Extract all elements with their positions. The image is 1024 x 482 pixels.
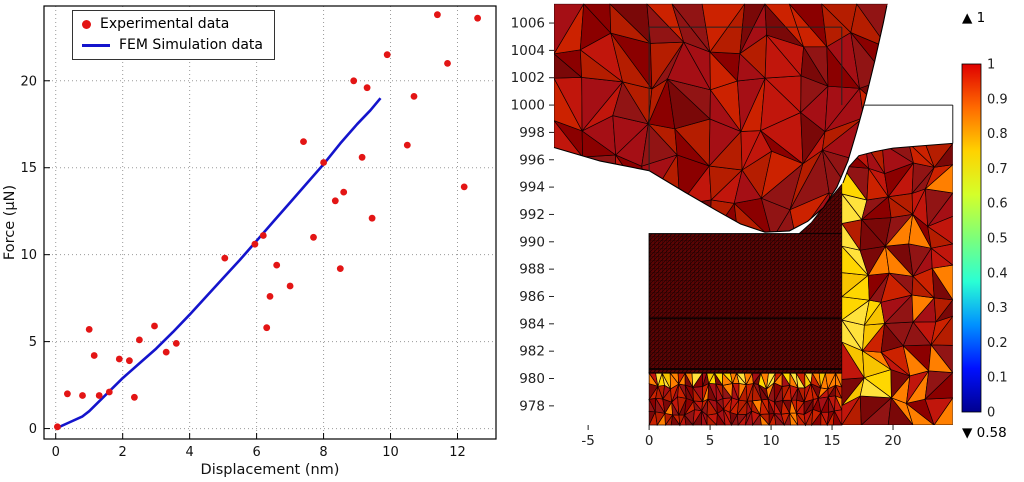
svg-text:1006: 1006 <box>511 16 545 32</box>
legend-item-fem: FEM Simulation data <box>82 37 263 53</box>
svg-text:10: 10 <box>762 433 779 449</box>
x-axis-label: Displacement (nm) <box>201 462 340 478</box>
svg-text:982: 982 <box>519 344 545 360</box>
legend: Experimental data FEM Simulation data <box>72 10 275 61</box>
svg-text:0.8: 0.8 <box>987 127 1008 142</box>
legend-label-fem: FEM Simulation data <box>119 37 263 54</box>
legend-label-experimental: Experimental data <box>100 16 230 32</box>
substrate-strip-mesh <box>648 371 843 427</box>
svg-text:994: 994 <box>519 180 545 196</box>
legend-item-experimental: Experimental data <box>82 16 263 32</box>
force-displacement-figure: 0 2 4 6 8 10 12 0 5 10 15 20 Displacement (nm) Force … <box>0 0 506 482</box>
colorbar <box>961 63 982 413</box>
svg-text:0.5: 0.5 <box>987 232 1008 247</box>
svg-text:0: 0 <box>645 433 654 449</box>
svg-text:15: 15 <box>823 433 840 449</box>
substrate-fine-mesh <box>648 233 843 374</box>
svg-text:0: 0 <box>987 406 995 421</box>
svg-text:5: 5 <box>706 433 715 449</box>
colorbar-ticks: 0 0.1 0.2 0.3 0.4 0.5 0.6 0.7 0.8 0.9 1 <box>987 58 1008 421</box>
geometry-outlines <box>553 5 954 233</box>
svg-text:10: 10 <box>382 445 399 460</box>
fem-mesh-plot: -5 0 5 10 15 20978980982984986988990992994996… <box>511 3 1008 449</box>
svg-text:0: 0 <box>29 422 37 437</box>
svg-text:978: 978 <box>519 398 545 414</box>
experimental-points <box>54 11 481 431</box>
svg-text:20: 20 <box>884 433 901 449</box>
plot-frame <box>43 5 497 440</box>
svg-text:996: 996 <box>519 152 545 168</box>
svg-text:0.3: 0.3 <box>987 301 1008 316</box>
svg-text:0.6: 0.6 <box>987 197 1008 212</box>
svg-text:990: 990 <box>519 234 545 250</box>
svg-text:8: 8 <box>319 445 327 460</box>
svg-text:12: 12 <box>449 445 466 460</box>
svg-text:0.7: 0.7 <box>987 162 1008 177</box>
svg-text:-5: -5 <box>581 433 594 449</box>
svg-text:5: 5 <box>29 335 37 350</box>
svg-text:998: 998 <box>519 125 545 141</box>
substrate-lip-mesh <box>798 183 843 235</box>
svg-text:980: 980 <box>519 371 545 387</box>
axis-ticks: 0 2 4 6 8 10 12 0 5 10 15 20 <box>20 74 465 460</box>
svg-text:15: 15 <box>20 161 37 176</box>
svg-text:1000: 1000 <box>511 98 545 114</box>
svg-text:0.4: 0.4 <box>987 266 1008 281</box>
svg-text:992: 992 <box>519 207 545 223</box>
svg-text:986: 986 <box>519 289 545 305</box>
svg-text:0.9: 0.9 <box>987 92 1008 107</box>
fem-mesh-figure: -5 0 5 10 15 20 978 980 982 984 986 988 990 992 994 996… <box>506 0 1024 482</box>
fem-line-swatch <box>82 43 110 47</box>
svg-text:0.2: 0.2 <box>987 336 1008 351</box>
colorbar-max-marker: ▲ 1 <box>962 10 985 26</box>
svg-text:10: 10 <box>20 248 37 263</box>
svg-text:0: 0 <box>52 445 60 460</box>
experimental-marker-swatch <box>82 19 91 29</box>
y-axis-label: Force (µN) <box>2 185 18 260</box>
svg-text:0.1: 0.1 <box>987 371 1008 386</box>
svg-text:984: 984 <box>519 316 545 332</box>
svg-text:1004: 1004 <box>511 43 545 59</box>
svg-text:1: 1 <box>987 58 995 73</box>
fem-simulation-line <box>55 97 382 430</box>
scatter-line-chart: 0 2 4 6 8 10 12 0 5 10 15 20 Displacement (nm) Force … <box>2 5 497 478</box>
mesh-axis-ticks: -5 0 5 10 15 20 978 980 982 984 986 988 990 992 994 996… <box>511 16 902 449</box>
svg-text:1002: 1002 <box>511 70 545 86</box>
svg-text:20: 20 <box>20 74 37 89</box>
colorbar-min-marker: ▼ 0.58 <box>962 425 1007 441</box>
svg-text:2: 2 <box>119 445 127 460</box>
substrate-coarse-mesh <box>841 143 953 425</box>
grid <box>44 6 496 439</box>
svg-text:4: 4 <box>186 445 194 460</box>
svg-text:6: 6 <box>252 445 260 460</box>
svg-text:988: 988 <box>519 262 545 278</box>
